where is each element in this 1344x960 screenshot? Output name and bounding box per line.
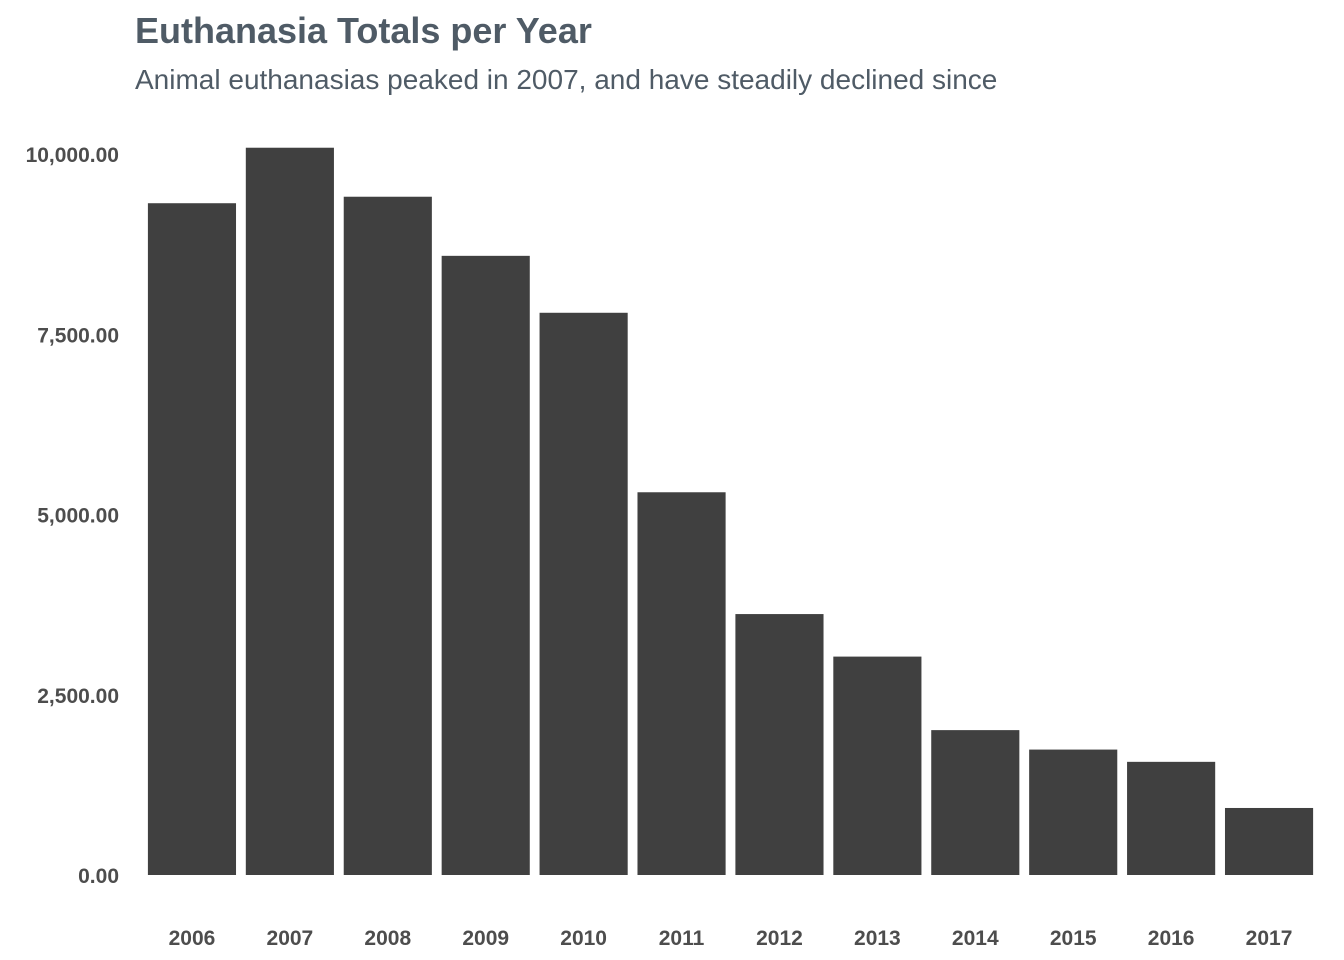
bar-2014 [931, 730, 1020, 875]
x-axis: 2006 2007 2008 2009 2010 2011 2012 2013 2014 2015… [169, 927, 1293, 950]
x-tick-label: 2008 [364, 927, 411, 950]
x-tick-label: 2011 [659, 927, 705, 950]
bar-2006 [147, 203, 237, 876]
bar-2015 [1029, 749, 1118, 875]
x-tick-label: 2012 [756, 927, 803, 950]
x-tick-label: 2013 [854, 927, 901, 950]
y-tick-label: 5,000.00 [37, 505, 119, 528]
x-tick-label: 2014 [952, 927, 999, 950]
y-tick-label: 10,000.00 [26, 144, 119, 167]
bars [147, 147, 1314, 876]
x-tick-label: 2006 [169, 927, 216, 950]
bar-2017 [1224, 807, 1314, 875]
bar-2013 [833, 656, 922, 875]
x-tick-label: 2010 [560, 927, 607, 950]
chart-title: Euthanasia Totals per Year [135, 10, 592, 51]
chart-subtitle: Animal euthanasias peaked in 2007, and h… [135, 64, 998, 95]
bar-2008 [343, 196, 432, 876]
x-tick-label: 2009 [462, 927, 509, 950]
bar-2011 [637, 492, 726, 875]
y-tick-label: 0.00 [78, 865, 119, 888]
bar-2012 [735, 614, 824, 875]
x-tick-label: 2017 [1246, 927, 1293, 950]
x-tick-label: 2007 [267, 927, 314, 950]
y-axis: 0.00 2,500.00 5,000.00 7,500.00 10,000.00 [26, 144, 119, 888]
bar-2016 [1127, 761, 1216, 875]
bar-2007 [245, 147, 334, 876]
y-tick-label: 7,500.00 [37, 324, 119, 347]
x-tick-label: 2016 [1148, 927, 1195, 950]
x-tick-label: 2015 [1050, 927, 1097, 950]
bar-2009 [441, 255, 530, 876]
bar-2010 [539, 312, 628, 875]
y-tick-label: 2,500.00 [37, 685, 119, 708]
